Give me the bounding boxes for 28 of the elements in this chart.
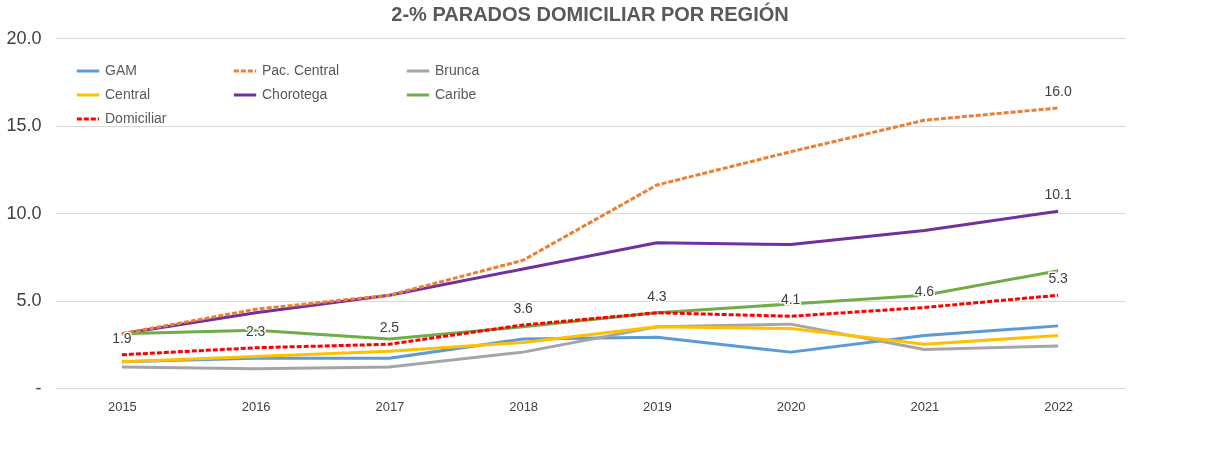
data-label: 2.5 [379, 319, 400, 336]
y-tick-label: 15.0 [6, 115, 42, 135]
data-label: 3.6 [513, 300, 534, 316]
x-tick-label: 2018 [509, 398, 539, 414]
chart-title: 2-% PARADOS DOMICILIAR POR REGIÓN [391, 2, 789, 25]
x-tick-label: 2020 [776, 398, 806, 414]
data-label: 4.3 [647, 287, 667, 304]
legend-label: Pac. Central [262, 62, 340, 78]
x-tick-label: 2021 [910, 398, 940, 414]
y-tick-label: 10.0 [6, 202, 42, 223]
data-label: 5.3 [1048, 270, 1069, 287]
y-tick-label: - [35, 377, 42, 398]
legend-label: Brunca [435, 62, 480, 78]
legend-label: GAM [105, 62, 137, 78]
y-tick-label: 20.0 [6, 27, 42, 48]
legend-label: Chorotega [262, 86, 328, 102]
data-label: 16.0 [1044, 83, 1072, 99]
x-tick-label: 2016 [241, 398, 271, 414]
data-label: 1.9 [112, 329, 132, 346]
x-tick-label: 2017 [375, 398, 405, 414]
y-tick-label: 5.0 [16, 290, 42, 310]
legend-label: Caribe [435, 86, 477, 102]
legend-label: Central [105, 86, 151, 102]
x-tick-label: 2022 [1044, 398, 1074, 414]
x-tick-label: 2015 [107, 398, 137, 414]
x-tick-label: 2019 [642, 398, 672, 414]
data-label: 10.1 [1044, 186, 1072, 203]
legend-label: Domiciliar [105, 110, 167, 126]
